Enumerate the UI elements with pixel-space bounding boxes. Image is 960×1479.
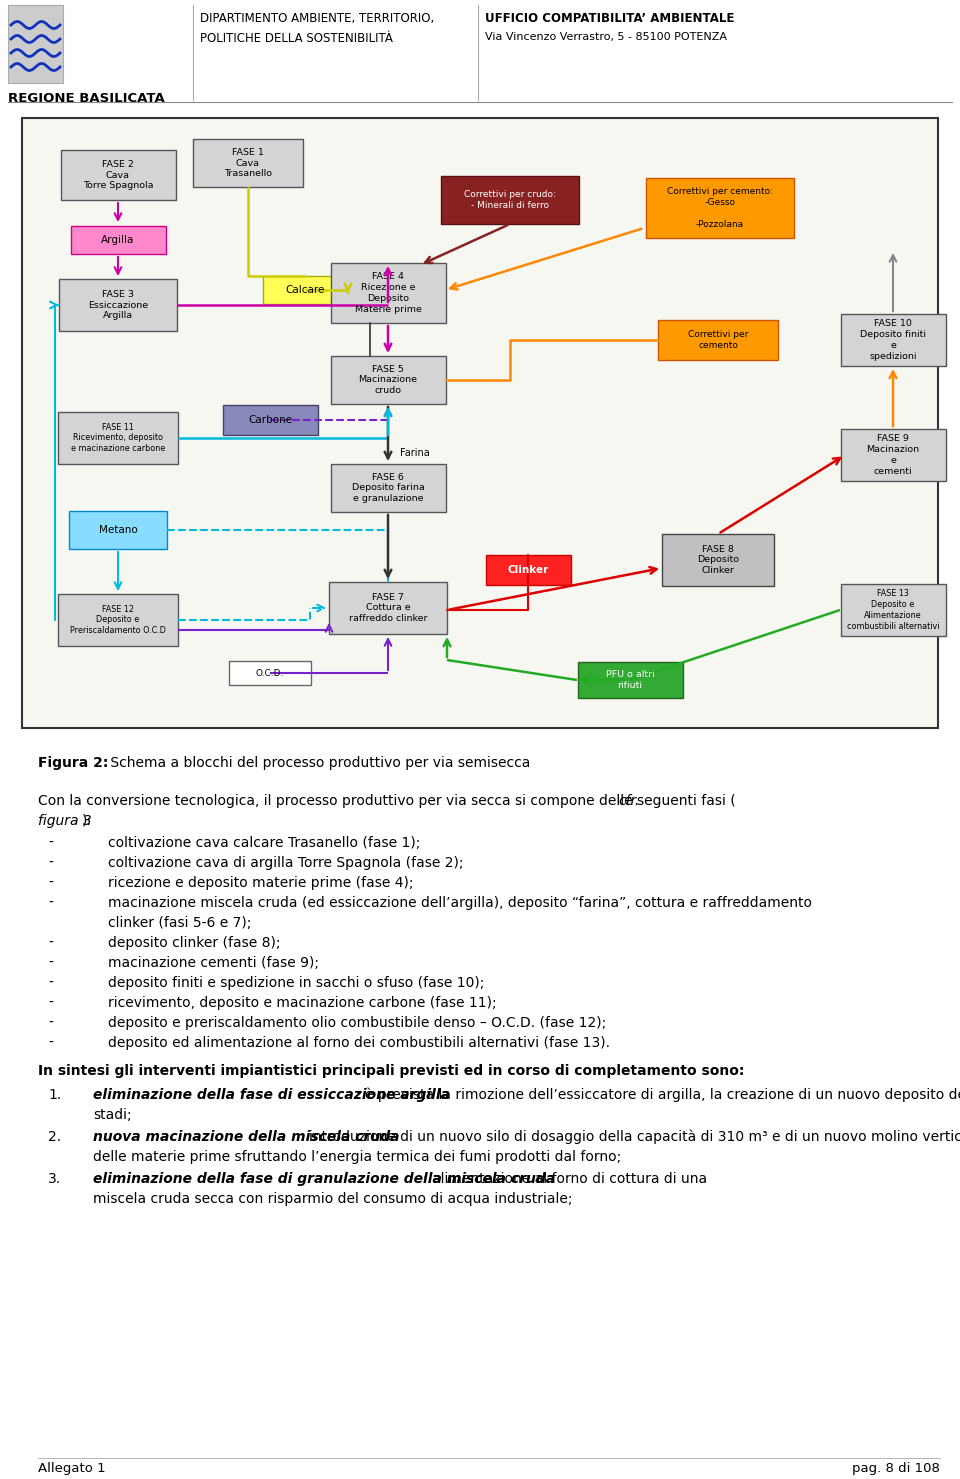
Text: : introduzione di un nuovo silo di dosaggio della capacità di 310 m³ e di un nuo: : introduzione di un nuovo silo di dosag… (300, 1130, 960, 1145)
Text: UFFICIO COMPATIBILITA’ AMBIENTALE: UFFICIO COMPATIBILITA’ AMBIENTALE (485, 12, 734, 25)
Text: macinazione miscela cruda (ed essiccazione dell’argilla), deposito “farina”, cot: macinazione miscela cruda (ed essiccazio… (108, 896, 812, 910)
Text: -: - (48, 936, 53, 950)
Text: Metano: Metano (99, 525, 137, 535)
FancyBboxPatch shape (262, 277, 348, 305)
FancyBboxPatch shape (646, 177, 794, 238)
FancyBboxPatch shape (578, 663, 683, 698)
Text: REGIONE BASILICATA: REGIONE BASILICATA (8, 92, 165, 105)
Text: FASE 12
Deposito e
Preriscaldamento O.C.D: FASE 12 Deposito e Preriscaldamento O.C.… (70, 605, 166, 636)
FancyBboxPatch shape (60, 149, 176, 200)
FancyBboxPatch shape (59, 280, 177, 331)
Text: PFU o altri
rifiuti: PFU o altri rifiuti (606, 670, 655, 689)
Text: 2.: 2. (48, 1130, 61, 1143)
Text: 1.: 1. (48, 1089, 61, 1102)
FancyBboxPatch shape (69, 512, 167, 549)
FancyBboxPatch shape (330, 464, 445, 512)
Text: -: - (48, 896, 53, 910)
Text: nuova macinazione della miscela cruda: nuova macinazione della miscela cruda (93, 1130, 399, 1143)
FancyBboxPatch shape (8, 4, 63, 83)
FancyBboxPatch shape (330, 356, 445, 404)
Text: DIPARTIMENTO AMBIENTE, TERRITORIO,
POLITICHE DELLA SOSTENIBILITÀ: DIPARTIMENTO AMBIENTE, TERRITORIO, POLIT… (200, 12, 434, 44)
Text: Farina: Farina (400, 448, 430, 458)
Text: clinker (fasi 5-6 e 7);: clinker (fasi 5-6 e 7); (108, 916, 252, 930)
Text: Calcare: Calcare (285, 285, 324, 294)
Text: FASE 11
Ricevimento, deposito
e macinazione carbone: FASE 11 Ricevimento, deposito e macinazi… (71, 423, 165, 453)
Text: coltivazione cava di argilla Torre Spagnola (fase 2);: coltivazione cava di argilla Torre Spagn… (108, 856, 464, 870)
Text: Schema a blocchi del processo produttivo per via semisecca: Schema a blocchi del processo produttivo… (106, 756, 530, 771)
FancyBboxPatch shape (22, 118, 938, 728)
Text: FASE 10
Deposito finiti
e
spedizioni: FASE 10 Deposito finiti e spedizioni (860, 319, 926, 361)
FancyBboxPatch shape (70, 226, 165, 254)
Text: -: - (48, 1035, 53, 1050)
Text: delle materie prime sfruttando l’energia termica dei fumi prodotti dal forno;: delle materie prime sfruttando l’energia… (93, 1151, 621, 1164)
Text: O.C.D.: O.C.D. (255, 669, 284, 677)
Text: 3.: 3. (48, 1171, 61, 1186)
FancyBboxPatch shape (229, 661, 311, 685)
FancyBboxPatch shape (486, 555, 570, 586)
Text: ricezione e deposito materie prime (fase 4);: ricezione e deposito materie prime (fase… (108, 876, 414, 890)
Text: pag. 8 di 108: pag. 8 di 108 (852, 1463, 940, 1475)
Text: FASE 2
Cava
Torre Spagnola: FASE 2 Cava Torre Spagnola (83, 160, 154, 191)
Text: Figura 2:: Figura 2: (38, 756, 108, 771)
Text: macinazione cementi (fase 9);: macinazione cementi (fase 9); (108, 955, 319, 970)
Text: -: - (48, 876, 53, 890)
Text: -: - (48, 836, 53, 850)
FancyBboxPatch shape (330, 263, 445, 322)
Text: ):: ): (82, 813, 92, 828)
FancyBboxPatch shape (58, 595, 178, 646)
FancyBboxPatch shape (841, 584, 946, 636)
Text: : alimentazione al forno di cottura di una: : alimentazione al forno di cottura di u… (423, 1171, 708, 1186)
FancyBboxPatch shape (193, 139, 303, 186)
Text: stadi;: stadi; (93, 1108, 132, 1123)
Text: -: - (48, 856, 53, 870)
Text: eliminazione della fase di granulazione della miscela cruda: eliminazione della fase di granulazione … (93, 1171, 555, 1186)
FancyBboxPatch shape (441, 176, 579, 223)
Text: FASE 8
Deposito
Clinker: FASE 8 Deposito Clinker (697, 544, 739, 575)
Text: FASE 9
Macinazion
e
cementi: FASE 9 Macinazion e cementi (867, 435, 920, 476)
Text: Clinker: Clinker (508, 565, 548, 575)
Text: FASE 3
Essiccazione
Argilla: FASE 3 Essiccazione Argilla (88, 290, 148, 321)
Text: Correttivi per cemento:
-Gesso

-Pozzolana: Correttivi per cemento: -Gesso -Pozzolan… (667, 188, 773, 229)
Text: FASE 4
Ricezione e
Deposito
Materie prime: FASE 4 Ricezione e Deposito Materie prim… (354, 272, 421, 314)
Text: -: - (48, 976, 53, 989)
FancyBboxPatch shape (329, 583, 447, 634)
Text: deposito e preriscaldamento olio combustibile denso – O.C.D. (fase 12);: deposito e preriscaldamento olio combust… (108, 1016, 607, 1029)
Text: FASE 6
Deposito farina
e granulazione: FASE 6 Deposito farina e granulazione (351, 473, 424, 503)
Text: FASE 7
Cottura e
raffreddо clinker: FASE 7 Cottura e raffreddо clinker (348, 593, 427, 623)
Text: Con la conversione tecnologica, il processo produttivo per via secca si compone : Con la conversione tecnologica, il proce… (38, 794, 735, 808)
FancyBboxPatch shape (662, 534, 774, 586)
FancyBboxPatch shape (223, 405, 318, 435)
Text: ricevimento, deposito e macinazione carbone (fase 11);: ricevimento, deposito e macinazione carb… (108, 995, 496, 1010)
Text: -: - (48, 995, 53, 1010)
Text: figura 3: figura 3 (38, 813, 92, 828)
FancyBboxPatch shape (658, 319, 778, 359)
Text: Carbone: Carbone (248, 416, 292, 424)
Text: Argilla: Argilla (102, 235, 134, 246)
Text: Correttivi per crudo:
- Minerali di ferro: Correttivi per crudo: - Minerali di ferr… (464, 191, 556, 210)
FancyBboxPatch shape (841, 429, 946, 481)
Text: eliminazione della fase di essiccazione argilla: eliminazione della fase di essiccazione … (93, 1089, 450, 1102)
Text: In sintesi gli interventi impiantistici principali previsti ed in corso di compl: In sintesi gli interventi impiantistici … (38, 1063, 744, 1078)
Text: FASE 1
Cava
Trasanello: FASE 1 Cava Trasanello (224, 148, 272, 179)
Text: coltivazione cava calcare Trasanello (fase 1);: coltivazione cava calcare Trasanello (fa… (108, 836, 420, 850)
Text: FASE 13
Deposito e
Alimentazione
combustibili alternativi: FASE 13 Deposito e Alimentazione combust… (847, 589, 939, 630)
Text: -: - (48, 1016, 53, 1029)
Text: FASE 5
Macinazione
crudo: FASE 5 Macinazione crudo (358, 365, 418, 395)
Text: deposito finiti e spedizione in sacchi o sfuso (fase 10);: deposito finiti e spedizione in sacchi o… (108, 976, 485, 989)
FancyBboxPatch shape (58, 413, 178, 464)
Text: Via Vincenzo Verrastro, 5 - 85100 POTENZA: Via Vincenzo Verrastro, 5 - 85100 POTENZ… (485, 33, 727, 41)
Text: cfr.: cfr. (618, 794, 639, 808)
Text: miscela cruda secca con risparmio del consumo di acqua industriale;: miscela cruda secca con risparmio del co… (93, 1192, 572, 1205)
Text: deposito clinker (fase 8);: deposito clinker (fase 8); (108, 936, 280, 950)
Text: deposito ed alimentazione al forno dei combustibili alternativi (fase 13).: deposito ed alimentazione al forno dei c… (108, 1035, 610, 1050)
Text: : è prevista la rimozione dell’essiccatore di argilla, la creazione di un nuovo : : è prevista la rimozione dell’essiccato… (356, 1089, 960, 1102)
FancyBboxPatch shape (841, 314, 946, 365)
Text: -: - (48, 955, 53, 970)
Text: Allegato 1: Allegato 1 (38, 1463, 106, 1475)
Text: Correttivi per
cemento: Correttivi per cemento (687, 330, 748, 351)
